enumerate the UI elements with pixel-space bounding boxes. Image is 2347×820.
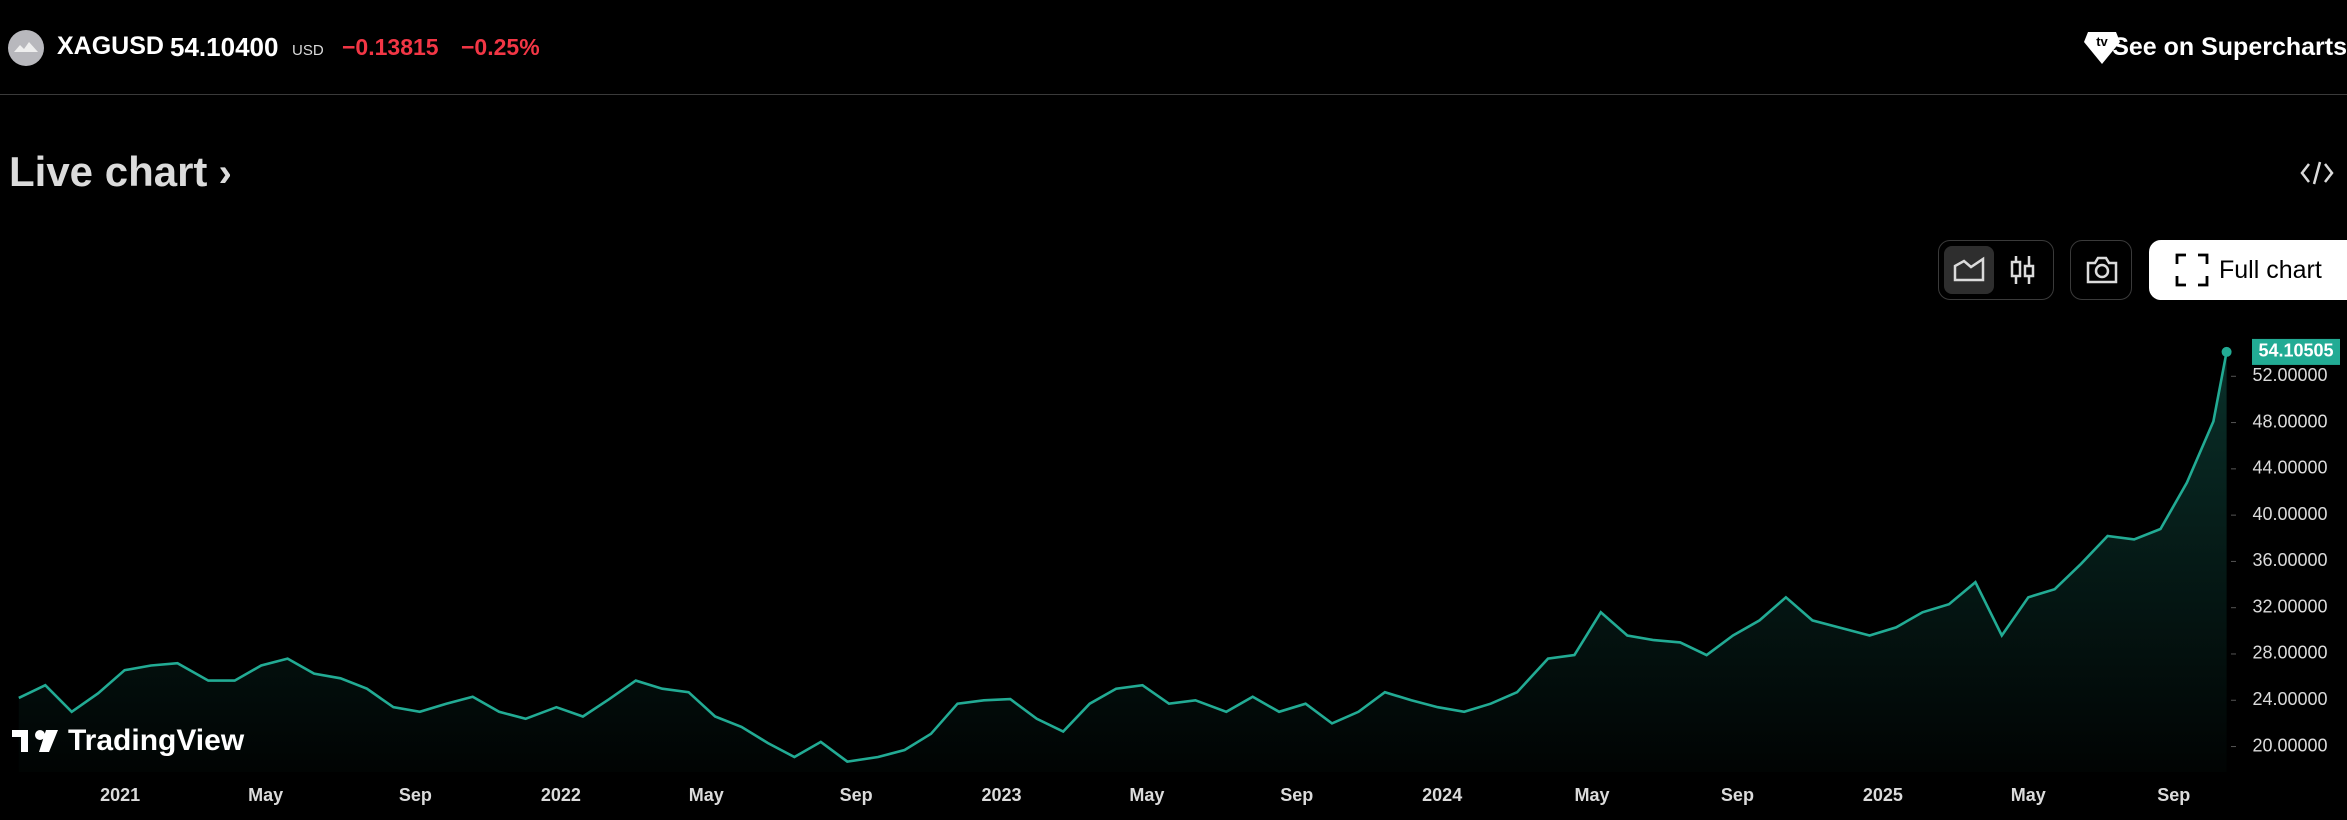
supercharts-link[interactable]: See on Supercharts <box>2112 33 2347 61</box>
x-tick-label: May <box>2011 785 2046 805</box>
change: −0.13815 <box>342 34 439 60</box>
x-tick-label: Sep <box>1280 785 1313 805</box>
x-tick-label: May <box>689 785 724 805</box>
section-title[interactable]: Live chart › <box>9 148 232 196</box>
change-percent: −0.25% <box>461 34 540 60</box>
section-title-text: Live chart <box>9 148 208 195</box>
x-tick-label: 2023 <box>981 785 1021 805</box>
x-tick-label: May <box>1575 785 1610 805</box>
top-bar: XAGUSD 54.10400 USD −0.13815 −0.25% tv S… <box>0 0 2347 95</box>
chevron: › <box>207 151 232 195</box>
symbol-icon <box>8 30 44 66</box>
fullscreen-icon <box>2175 253 2209 287</box>
last-value-label: 54.10505 <box>2258 341 2333 361</box>
full-chart-label: Full chart <box>2219 256 2322 284</box>
svg-text:tv: tv <box>2096 34 2108 49</box>
y-tick-label: 48.00000 <box>2252 411 2327 431</box>
last-point <box>2221 346 2232 357</box>
chart-style-group <box>1938 240 2054 300</box>
last-value-box <box>2252 338 2340 365</box>
candle-style-button[interactable] <box>1998 246 2048 294</box>
x-tick-label: May <box>248 785 283 805</box>
embed-icon[interactable] <box>2300 158 2334 188</box>
x-tick-label: Sep <box>840 785 873 805</box>
y-tick-label: 52.00000 <box>2252 365 2327 385</box>
y-tick-label: 44.00000 <box>2252 458 2327 478</box>
y-tick-label: 32.00000 <box>2252 596 2327 616</box>
price: 54.10400 <box>170 32 279 62</box>
supercharts-icon: tv <box>2084 32 2120 64</box>
area-style-button[interactable] <box>1944 246 1994 294</box>
y-tick-label: 24.00000 <box>2252 689 2327 709</box>
watermark: TradingView <box>12 724 244 758</box>
y-tick-label: 40.00000 <box>2252 504 2327 524</box>
y-tick-label: 20.00000 <box>2252 735 2327 755</box>
symbol[interactable]: XAGUSD <box>57 32 164 60</box>
x-tick-label: 2021 <box>100 785 140 805</box>
y-tick-label: 36.00000 <box>2252 550 2327 570</box>
camera-icon <box>2086 256 2118 284</box>
x-tick-label: Sep <box>2157 785 2190 805</box>
currency: USD <box>292 42 324 59</box>
y-tick-label: 28.00000 <box>2252 643 2327 663</box>
price-line <box>18 351 2228 763</box>
x-tick-label: 2022 <box>541 785 581 805</box>
x-tick-label: Sep <box>1721 785 1754 805</box>
full-chart-button[interactable]: Full chart <box>2149 240 2347 300</box>
snapshot-button[interactable] <box>2070 240 2132 300</box>
x-tick-label: Sep <box>399 785 432 805</box>
area-fill <box>18 351 2227 772</box>
x-tick-label: 2024 <box>1422 785 1462 805</box>
watermark-logo <box>12 730 58 752</box>
watermark-text: TradingView <box>68 724 245 757</box>
x-tick-label: May <box>1129 785 1164 805</box>
x-tick-label: 2025 <box>1863 785 1903 805</box>
